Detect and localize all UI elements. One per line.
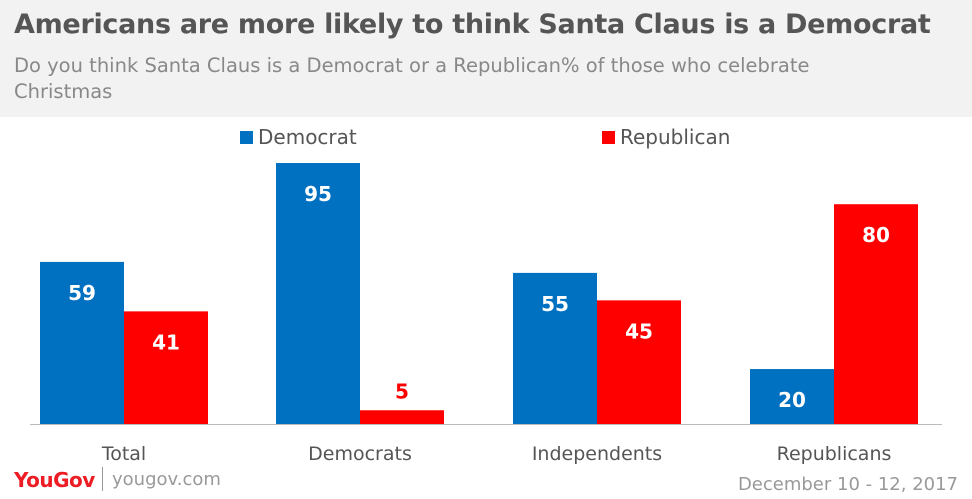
legend-label-democrat: Democrat [258,125,357,149]
category-label-republicans: Republicans [777,443,892,465]
yougov-logo: YouGov [14,468,95,492]
category-label-total: Total [101,443,146,465]
legend: Democrat Republican [0,125,972,153]
legend-swatch-democrat [240,130,253,144]
legend-item-democrat: Democrat [240,125,357,149]
data-label-democrat-total: 59 [68,281,96,305]
bar-democrat-independents [513,272,597,424]
legend-item-republican: Republican [602,125,730,149]
logo-gov: Gov [53,468,95,492]
bar-republican-independents [597,300,681,424]
bar-republican-total [124,311,208,424]
data-label-republican-independents: 45 [625,319,653,343]
bar-democrat-republicans [750,369,834,424]
data-label-democrat-democrats: 95 [304,182,332,206]
chart-title: Americans are more likely to think Santa… [14,9,931,40]
header-band: Americans are more likely to think Santa… [0,0,972,117]
category-label-independents: Independents [532,443,662,465]
legend-label-republican: Republican [620,125,731,149]
data-label-democrat-republicans: 20 [778,388,806,412]
bar-republican-democrats [360,410,444,424]
data-label-republican-total: 41 [152,330,180,354]
logo-you: You [14,468,54,492]
bar-democrat-total [40,261,124,424]
data-label-republican-democrats: 5 [395,379,409,403]
footer-divider [102,467,103,491]
data-label-democrat-independents: 55 [541,292,569,316]
category-label-democrats: Democrats [308,443,412,465]
footer-date: December 10 - 12, 2017 [737,474,958,495]
bar-republican-republicans [834,204,918,424]
legend-swatch-republican [602,130,615,144]
chart-subtitle: Do you think Santa Claus is a Democrat o… [14,54,810,103]
footer-site: yougov.com [112,469,221,490]
data-label-republican-republicans: 80 [862,223,890,247]
bar-democrat-democrats [276,163,360,424]
